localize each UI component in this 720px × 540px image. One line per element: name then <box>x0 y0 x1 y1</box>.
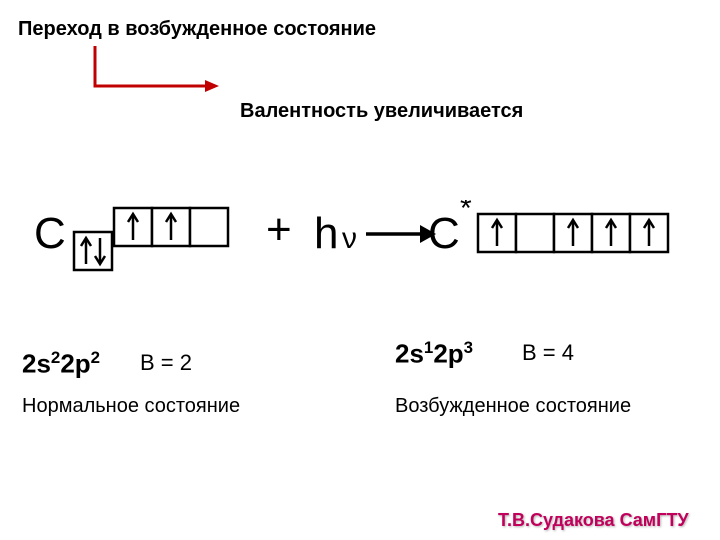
svg-text:*: * <box>460 200 472 225</box>
svg-text:h: h <box>314 209 338 258</box>
config-normal: 2s22p2 <box>22 348 100 380</box>
author-footer: Т.В.Судакова СамГТУ <box>498 510 689 531</box>
svg-text:C: C <box>428 209 460 258</box>
transition-arrow <box>85 46 235 102</box>
label-normal: Нормальное состояние <box>22 395 240 418</box>
valence-normal: В = 2 <box>140 350 192 376</box>
subtitle: Валентность увеличивается <box>240 100 523 123</box>
svg-text:C: C <box>34 209 66 258</box>
page-title: Переход в возбужденное состояние <box>18 18 376 41</box>
svg-text:+: + <box>266 205 292 254</box>
valence-excited: В = 4 <box>522 340 574 366</box>
orbital-diagram: C+hνC* <box>34 200 694 280</box>
svg-text:ν: ν <box>342 222 357 255</box>
config-excited: 2s12p3 <box>395 338 473 370</box>
label-excited: Возбужденное состояние <box>395 395 631 418</box>
